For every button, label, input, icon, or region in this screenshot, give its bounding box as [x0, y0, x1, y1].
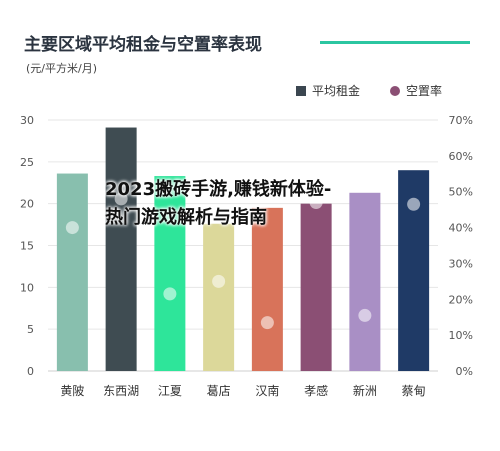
bar — [154, 176, 186, 371]
vacancy-point — [309, 195, 323, 209]
x-tick-label: 汉南 — [255, 383, 279, 398]
x-tick-label: 孝感 — [304, 383, 328, 398]
legend-vacancy: 空置率 — [390, 82, 442, 99]
y-left-tick-label: 15 — [20, 240, 34, 253]
vacancy-point — [260, 316, 274, 330]
y-right-tick-label: 10% — [449, 329, 473, 342]
unit-label: (元/平方米/月) — [26, 62, 97, 75]
bar — [56, 173, 88, 371]
vacancy-point — [407, 197, 421, 211]
y-left-tick-label: 20 — [20, 198, 34, 211]
legend-rent-swatch — [296, 85, 306, 96]
bar — [105, 127, 137, 371]
x-tick-label: 新洲 — [353, 383, 377, 398]
vacancy-point — [212, 274, 226, 288]
y-right-tick-label: 50% — [449, 186, 473, 199]
bar — [349, 192, 381, 371]
x-tick-label: 江夏 — [158, 384, 182, 398]
y-right-tick-label: 60% — [449, 150, 473, 163]
y-right-tick-label: 30% — [449, 257, 473, 270]
legend-vacancy-swatch — [390, 85, 400, 96]
bar — [300, 203, 332, 371]
y-left-tick-label: 0 — [27, 365, 34, 378]
bar — [203, 223, 235, 371]
overlay-line-1: 2023搬砖手游,赚钱新体验- — [105, 179, 332, 200]
x-tick-label: 蔡甸 — [402, 384, 426, 398]
x-tick-label: 葛店 — [207, 384, 231, 398]
x-tick-label: 黄陂 — [60, 383, 84, 398]
vacancy-point — [358, 308, 372, 322]
legend-rent-label: 平均租金 — [312, 84, 361, 98]
y-right-tick-label: 0% — [456, 365, 473, 378]
x-tick-label: 东西湖 — [103, 383, 139, 398]
y-left-tick-label: 25 — [20, 156, 34, 169]
y-right-tick-label: 70% — [449, 114, 473, 127]
legend-rent: 平均租金 — [296, 82, 360, 99]
vacancy-point — [163, 287, 177, 301]
vacancy-point — [65, 221, 79, 235]
y-left-tick-label: 10 — [20, 281, 34, 294]
vacancy-point — [114, 192, 128, 206]
bar — [251, 207, 283, 371]
chart-title: 主要区域平均租金与空置率表现 — [24, 35, 262, 55]
overlay-line-2: 热门游戏解析与指南 — [105, 207, 267, 228]
y-right-tick-label: 20% — [449, 293, 473, 306]
overlay-headline: 2023搬砖手游,赚钱新体验- 热门游戏解析与指南 — [105, 176, 331, 232]
title-accent-line — [320, 41, 470, 44]
y-left-tick-label: 30 — [20, 114, 34, 127]
legend-vacancy-label: 空置率 — [406, 84, 443, 98]
y-left-tick-label: 5 — [27, 323, 34, 336]
y-right-tick-label: 40% — [449, 222, 473, 235]
